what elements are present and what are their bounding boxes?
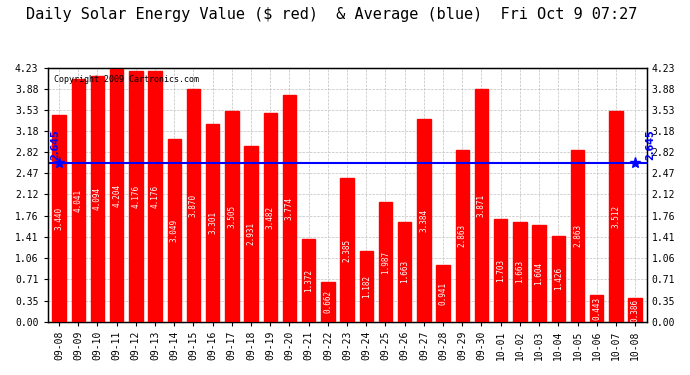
Text: 4.094: 4.094 (93, 187, 102, 210)
Text: 2.931: 2.931 (246, 222, 255, 245)
Bar (225, 111, 239, 322)
Bar (417, 118, 431, 322)
Text: 3.505: 3.505 (228, 205, 237, 228)
Bar (52, 115, 66, 322)
Bar (379, 202, 392, 322)
Text: 1.987: 1.987 (381, 251, 390, 273)
Text: 0.662: 0.662 (324, 290, 333, 313)
Bar (609, 111, 622, 322)
Bar (129, 71, 143, 322)
Text: 3.870: 3.870 (189, 194, 198, 217)
Text: 4.176: 4.176 (150, 185, 159, 208)
Bar (494, 219, 507, 322)
Bar (148, 71, 161, 322)
Text: 2.645: 2.645 (50, 130, 61, 160)
Text: 4.204: 4.204 (112, 184, 121, 207)
Bar (455, 150, 469, 322)
Bar (551, 236, 565, 322)
Bar (283, 95, 296, 322)
Text: 1.703: 1.703 (496, 259, 505, 282)
Text: 2.645: 2.645 (646, 130, 656, 160)
Text: 3.049: 3.049 (170, 219, 179, 242)
Text: 3.440: 3.440 (55, 207, 63, 230)
Bar (110, 69, 124, 322)
Text: 3.384: 3.384 (420, 209, 428, 232)
Bar (302, 239, 315, 322)
Text: 1.663: 1.663 (400, 260, 409, 283)
Text: 0.386: 0.386 (631, 298, 640, 322)
Text: 1.663: 1.663 (515, 260, 524, 283)
Text: 1.426: 1.426 (554, 267, 563, 290)
Text: Daily Solar Energy Value ($ red)  & Average (blue)  Fri Oct 9 07:27: Daily Solar Energy Value ($ red) & Avera… (26, 8, 637, 22)
Text: 3.774: 3.774 (285, 197, 294, 220)
Text: 2.863: 2.863 (573, 224, 582, 247)
Bar (90, 76, 104, 322)
Text: 1.372: 1.372 (304, 269, 313, 292)
Text: 1.604: 1.604 (535, 262, 544, 285)
Bar (264, 112, 277, 322)
Text: 0.443: 0.443 (592, 297, 601, 320)
Bar (168, 139, 181, 322)
Bar (359, 251, 373, 322)
Text: 4.176: 4.176 (131, 185, 140, 208)
Bar (72, 79, 85, 322)
Bar (513, 222, 526, 322)
Bar (475, 89, 489, 322)
Bar (436, 265, 450, 322)
Bar (187, 89, 200, 322)
Text: Copyright 2009 Cartronics.com: Copyright 2009 Cartronics.com (54, 75, 199, 84)
Bar (206, 123, 219, 322)
Bar (398, 222, 411, 322)
Text: 0.941: 0.941 (439, 282, 448, 305)
Text: 3.871: 3.871 (477, 194, 486, 217)
Text: 4.041: 4.041 (74, 189, 83, 212)
Bar (321, 282, 335, 322)
Text: 3.482: 3.482 (266, 206, 275, 229)
Bar (629, 298, 642, 322)
Bar (590, 295, 604, 322)
Bar (533, 225, 546, 322)
Bar (340, 178, 354, 322)
Text: 2.863: 2.863 (457, 224, 467, 247)
Text: 1.182: 1.182 (362, 274, 371, 298)
Bar (571, 150, 584, 322)
Text: 3.301: 3.301 (208, 211, 217, 234)
Text: 2.385: 2.385 (342, 238, 352, 262)
Text: 3.512: 3.512 (611, 205, 620, 228)
Bar (244, 146, 258, 322)
